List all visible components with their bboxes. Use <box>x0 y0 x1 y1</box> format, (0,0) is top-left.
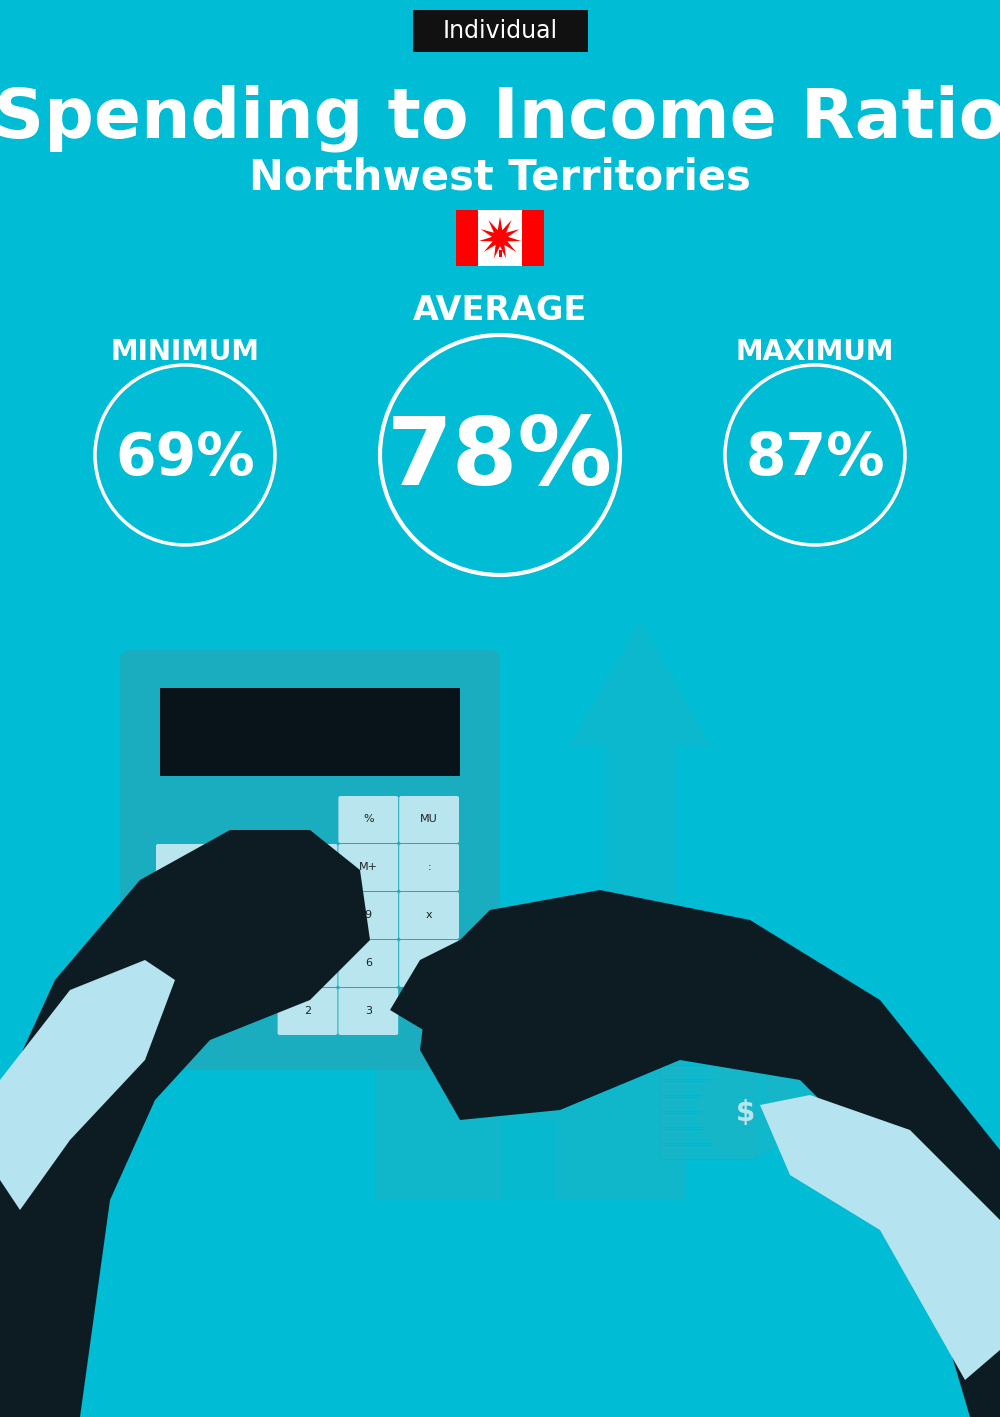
Polygon shape <box>760 1095 1000 1380</box>
FancyBboxPatch shape <box>156 845 216 891</box>
Text: 78%: 78% <box>387 412 613 504</box>
FancyBboxPatch shape <box>338 939 398 988</box>
FancyBboxPatch shape <box>399 939 459 988</box>
Bar <box>502 1119 558 1200</box>
Bar <box>660 1145 755 1159</box>
Bar <box>456 210 478 266</box>
Text: $: $ <box>830 1078 860 1121</box>
FancyBboxPatch shape <box>217 939 277 988</box>
Text: ►: ► <box>182 958 190 968</box>
Text: MR: MR <box>238 863 255 873</box>
Bar <box>522 210 544 266</box>
FancyBboxPatch shape <box>217 891 277 939</box>
Text: %: % <box>363 815 374 825</box>
FancyBboxPatch shape <box>120 650 500 1070</box>
Polygon shape <box>479 217 521 258</box>
Text: $: $ <box>735 1100 755 1127</box>
Polygon shape <box>0 830 370 1417</box>
Bar <box>160 689 460 777</box>
Text: Northwest Territories: Northwest Territories <box>249 157 751 198</box>
FancyBboxPatch shape <box>156 891 216 939</box>
Text: C/A: C/A <box>176 1006 195 1016</box>
Text: +/-: +/- <box>177 911 194 921</box>
Bar <box>660 1066 755 1078</box>
Bar <box>660 1081 755 1095</box>
Bar <box>829 995 861 1019</box>
Text: 6: 6 <box>365 958 372 968</box>
Bar <box>590 956 618 1009</box>
Bar <box>660 1129 755 1144</box>
Text: 9: 9 <box>365 911 372 921</box>
Polygon shape <box>570 621 710 920</box>
FancyBboxPatch shape <box>278 988 337 1034</box>
FancyBboxPatch shape <box>338 845 398 891</box>
Text: 7: 7 <box>243 911 250 921</box>
Polygon shape <box>305 660 435 939</box>
Text: Spending to Income Ratio: Spending to Income Ratio <box>0 84 1000 152</box>
Text: 3: 3 <box>365 1006 372 1016</box>
FancyBboxPatch shape <box>399 845 459 891</box>
Bar <box>498 249 502 256</box>
Text: 2: 2 <box>304 1006 311 1016</box>
Polygon shape <box>420 890 1000 1417</box>
Text: M+: M+ <box>359 863 378 873</box>
Text: x: x <box>426 911 432 921</box>
Bar <box>413 10 588 52</box>
FancyBboxPatch shape <box>338 891 398 939</box>
Text: M-: M- <box>301 863 314 873</box>
Text: -: - <box>427 958 431 968</box>
Text: MU: MU <box>420 815 438 825</box>
FancyBboxPatch shape <box>217 845 277 891</box>
Text: 8: 8 <box>304 911 311 921</box>
FancyBboxPatch shape <box>338 796 398 843</box>
Text: :: : <box>427 863 431 873</box>
FancyBboxPatch shape <box>278 891 337 939</box>
Bar <box>375 1020 685 1200</box>
Text: MAXIMUM: MAXIMUM <box>736 339 894 366</box>
Circle shape <box>767 1017 923 1173</box>
FancyBboxPatch shape <box>399 796 459 843</box>
Bar <box>478 210 522 266</box>
Circle shape <box>697 1061 793 1158</box>
Text: AVERAGE: AVERAGE <box>413 293 587 326</box>
FancyBboxPatch shape <box>278 845 337 891</box>
Text: MINIMUM: MINIMUM <box>110 339 260 366</box>
Text: 4: 4 <box>243 958 250 968</box>
Polygon shape <box>390 939 510 1040</box>
FancyBboxPatch shape <box>156 939 216 988</box>
Text: Individual: Individual <box>442 18 558 43</box>
Text: MC: MC <box>177 863 195 873</box>
Polygon shape <box>0 959 175 1210</box>
Bar <box>660 1112 755 1127</box>
FancyBboxPatch shape <box>399 891 459 939</box>
FancyBboxPatch shape <box>338 988 398 1034</box>
FancyBboxPatch shape <box>278 939 337 988</box>
Polygon shape <box>365 905 695 1020</box>
FancyBboxPatch shape <box>156 988 216 1034</box>
Text: 87%: 87% <box>745 429 885 486</box>
Text: 5: 5 <box>304 958 311 968</box>
Text: 69%: 69% <box>115 429 255 486</box>
Bar <box>660 1097 755 1111</box>
Bar <box>733 1044 757 1064</box>
